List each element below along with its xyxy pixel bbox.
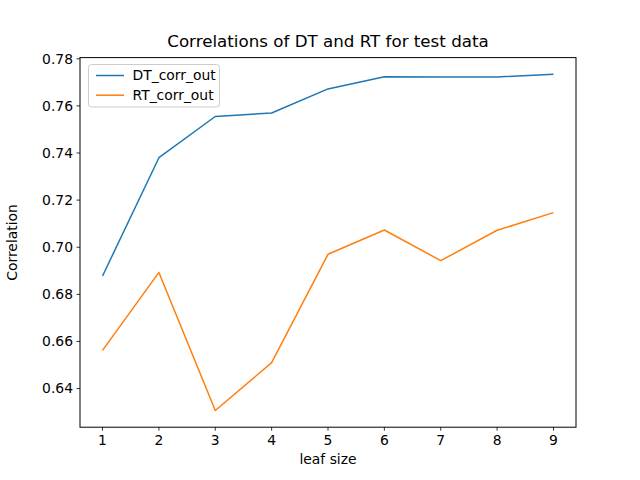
x-axis-label: leaf size [299,451,356,467]
figure: 123456789 0.640.660.680.700.720.740.760.… [0,0,640,480]
y-axis-ticks: 0.64 0.66 0.68 0.70 0.72 0.74 0.76 0.78 [42,51,80,397]
x-tick-label: 1 [98,432,107,448]
y-tick-label: 0.68 [42,286,73,302]
legend: DT_corr_out RT_corr_out [89,65,220,108]
plot-area [80,58,576,428]
line-chart: 123456789 0.640.660.680.700.720.740.760.… [0,0,640,480]
x-tick-label: 5 [324,432,333,448]
chart-title: Correlations of DT and RT for test data [167,31,489,51]
x-tick-label: 4 [267,432,276,448]
x-tick-label: 3 [211,432,220,448]
x-tick-label: 2 [154,432,163,448]
y-axis-label: Correlation [4,204,20,281]
x-tick-label: 6 [380,432,389,448]
y-tick-label: 0.78 [42,51,73,67]
y-tick-label: 0.76 [42,98,73,114]
y-tick-label: 0.74 [42,145,73,161]
y-tick-label: 0.70 [42,239,73,255]
y-tick-label: 0.66 [42,333,73,349]
x-tick-label: 7 [436,432,445,448]
y-tick-label: 0.64 [42,380,73,396]
y-tick-label: 0.72 [42,192,73,208]
legend-label-rt: RT_corr_out [133,87,215,103]
legend-label-dt: DT_corr_out [133,67,217,83]
x-tick-label: 8 [493,432,502,448]
x-axis-ticks: 1 2 3 4 5 6 7 8 9 [98,427,558,448]
x-tick-label: 9 [549,432,558,448]
